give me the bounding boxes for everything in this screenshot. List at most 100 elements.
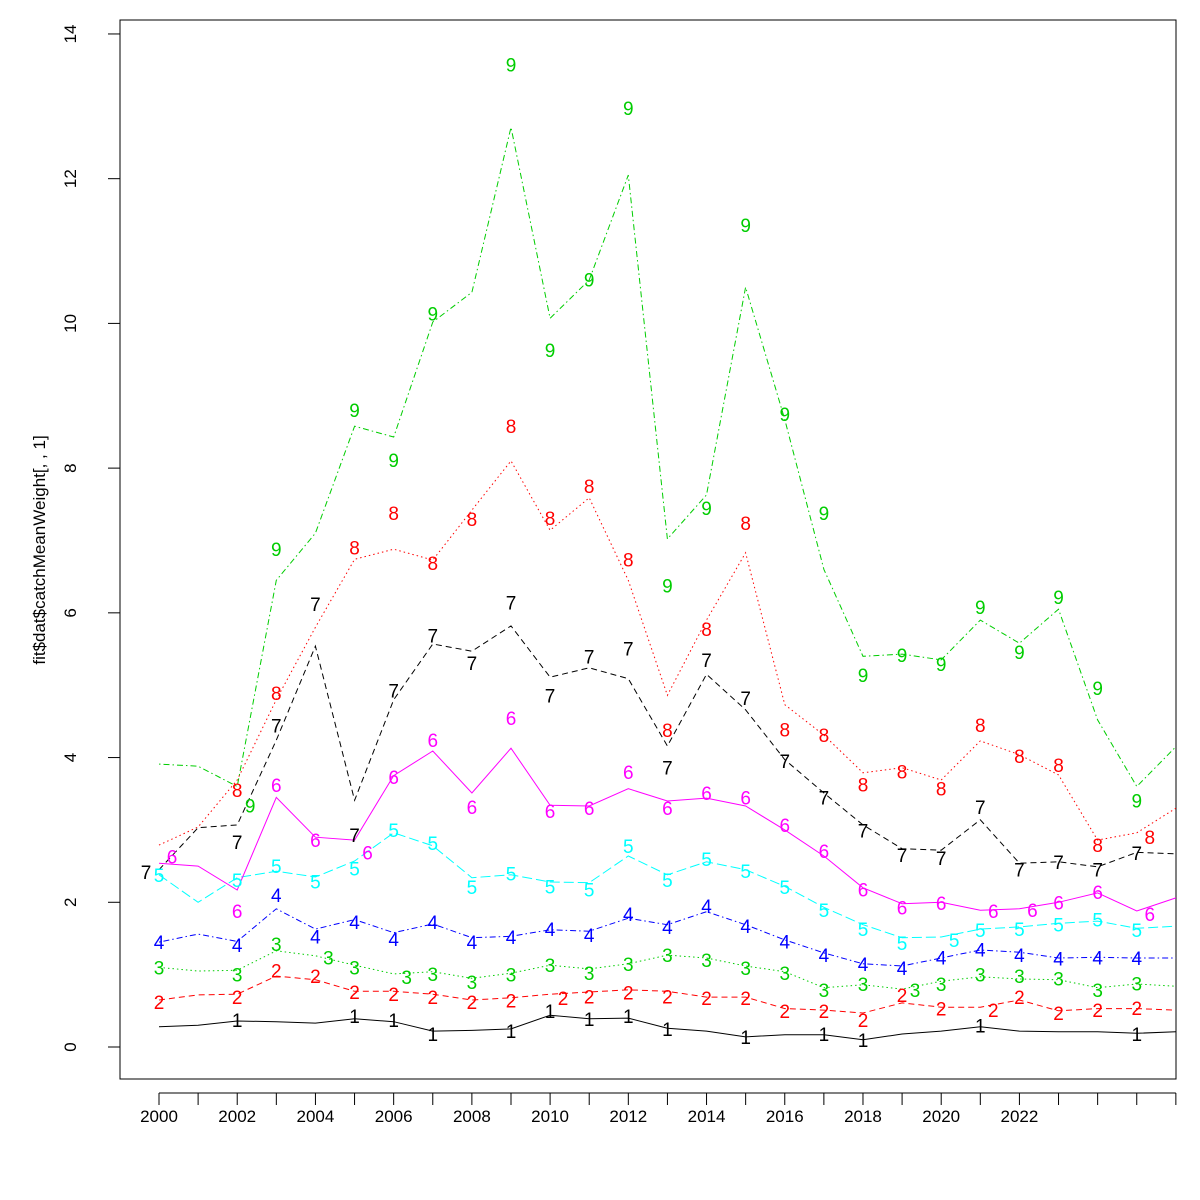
series-point-label-4: 4 <box>975 940 986 961</box>
x-tick-label: 2008 <box>453 1107 491 1126</box>
series-point-label-4: 4 <box>349 913 360 934</box>
series-point-label-2: 2 <box>584 987 595 1008</box>
series-point-label-1: 1 <box>584 1010 595 1031</box>
series-point-label-6: 6 <box>232 902 243 923</box>
series-line-2 <box>158 975 1176 1014</box>
series-point-label-3: 3 <box>819 981 830 1002</box>
series-lines <box>158 127 1177 1041</box>
series-point-label-3: 3 <box>858 975 869 996</box>
series-point-label-1: 1 <box>388 1011 399 1032</box>
series-point-label-4: 4 <box>701 897 712 918</box>
series-point-label-5: 5 <box>1131 921 1142 942</box>
series-point-label-7: 7 <box>427 626 438 647</box>
x-tick-label: 2004 <box>297 1107 335 1126</box>
series-point-label-2: 2 <box>388 985 399 1006</box>
series-point-label-2: 2 <box>740 989 751 1010</box>
series-labels: 1 1 11 11 1 11 1 1 11 12 22 22 2 2 2 2 2 2 2 2 2 22 2 222 222 2 23… <box>141 55 1155 1051</box>
series-point-label-1: 1 <box>232 1011 243 1032</box>
y-tick-label: 6 <box>61 608 80 617</box>
y-tick-label: 14 <box>61 24 80 43</box>
series-point-label-4: 4 <box>467 933 478 954</box>
series-point-label-6: 6 <box>701 784 712 805</box>
series-point-label-2: 2 <box>662 987 673 1008</box>
series-point-label-5: 5 <box>545 877 556 898</box>
x-tick-label: 2000 <box>140 1107 178 1126</box>
series-point-label-4: 4 <box>819 946 830 967</box>
series-point-label-1: 1 <box>858 1031 869 1052</box>
series-point-label-7: 7 <box>897 846 908 867</box>
series-point-label-5: 5 <box>819 901 830 922</box>
series-point-label-2: 2 <box>936 1000 947 1021</box>
series-point-label-5: 5 <box>701 850 712 871</box>
series-point-label-5: 5 <box>1014 920 1025 941</box>
series-point-label-6: 6 <box>1027 901 1038 922</box>
series-point-label-3: 3 <box>975 966 986 987</box>
series-point-label-1: 1 <box>1131 1025 1142 1046</box>
x-tick-label: 2010 <box>531 1107 569 1126</box>
series-point-label-2: 2 <box>858 1011 869 1032</box>
series-point-label-5: 5 <box>858 920 869 941</box>
series-point-label-7: 7 <box>975 798 986 819</box>
series-point-label-6: 6 <box>988 902 999 923</box>
series-point-label-5: 5 <box>949 931 960 952</box>
series-point-label-1: 1 <box>623 1007 634 1028</box>
series-point-label-3: 3 <box>584 964 595 985</box>
series-point-label-7: 7 <box>584 647 595 668</box>
series-point-label-5: 5 <box>232 871 243 892</box>
series-point-label-6: 6 <box>779 816 790 837</box>
series-point-label-6: 6 <box>584 799 595 820</box>
series-line-1 <box>158 1014 1176 1041</box>
series-point-label-9: 9 <box>545 341 556 362</box>
x-tick-label: 2020 <box>922 1107 960 1126</box>
series-point-label-8: 8 <box>545 509 556 530</box>
series-point-label-4: 4 <box>740 917 751 938</box>
series-point-label-4: 4 <box>662 918 673 939</box>
series-point-label-5: 5 <box>154 866 165 887</box>
series-point-label-4: 4 <box>1014 946 1025 967</box>
series-point-label-3: 3 <box>740 959 751 980</box>
series-point-label-1: 1 <box>740 1028 751 1049</box>
series-point-label-5: 5 <box>975 921 986 942</box>
series-point-label-4: 4 <box>936 948 947 969</box>
x-tick-label: 2018 <box>844 1107 882 1126</box>
series-point-label-7: 7 <box>506 594 517 615</box>
series-point-label-8: 8 <box>819 726 830 747</box>
series-point-label-1: 1 <box>819 1025 830 1046</box>
series-point-label-5: 5 <box>349 859 360 880</box>
series-point-label-4: 4 <box>310 927 321 948</box>
y-tick-label: 2 <box>61 898 80 907</box>
series-point-label-7: 7 <box>271 717 282 738</box>
series-point-label-3: 3 <box>427 965 438 986</box>
series-point-label-4: 4 <box>271 886 282 907</box>
series-point-label-3: 3 <box>545 956 556 977</box>
series-point-label-9: 9 <box>858 666 869 687</box>
series-point-label-7: 7 <box>858 822 869 843</box>
series-point-label-2: 2 <box>558 989 569 1010</box>
series-point-label-9: 9 <box>701 499 712 520</box>
series-point-label-7: 7 <box>232 833 243 854</box>
series-point-label-8: 8 <box>623 550 634 571</box>
series-point-label-3: 3 <box>701 951 712 972</box>
series-point-label-3: 3 <box>1131 974 1142 995</box>
series-point-label-2: 2 <box>506 992 517 1013</box>
series-point-label-3: 3 <box>349 958 360 979</box>
series-point-label-7: 7 <box>349 826 360 847</box>
series-point-label-2: 2 <box>779 1002 790 1023</box>
series-point-label-8: 8 <box>427 554 438 575</box>
series-point-label-8: 8 <box>740 514 751 535</box>
series-point-label-8: 8 <box>1092 836 1103 857</box>
series-point-label-4: 4 <box>584 926 595 947</box>
x-tick-label: 2006 <box>375 1107 413 1126</box>
series-point-label-6: 6 <box>1053 893 1064 914</box>
series-point-label-5: 5 <box>1092 911 1103 932</box>
y-tick-label: 12 <box>61 169 80 188</box>
series-point-label-2: 2 <box>988 1001 999 1022</box>
series-point-label-3: 3 <box>506 966 517 987</box>
series-point-label-9: 9 <box>506 55 517 76</box>
series-point-label-5: 5 <box>584 880 595 901</box>
series-point-label-8: 8 <box>584 477 595 498</box>
series-point-label-2: 2 <box>701 989 712 1010</box>
series-point-label-3: 3 <box>271 935 282 956</box>
series-point-label-3: 3 <box>1014 967 1025 988</box>
series-point-label-9: 9 <box>936 655 947 676</box>
